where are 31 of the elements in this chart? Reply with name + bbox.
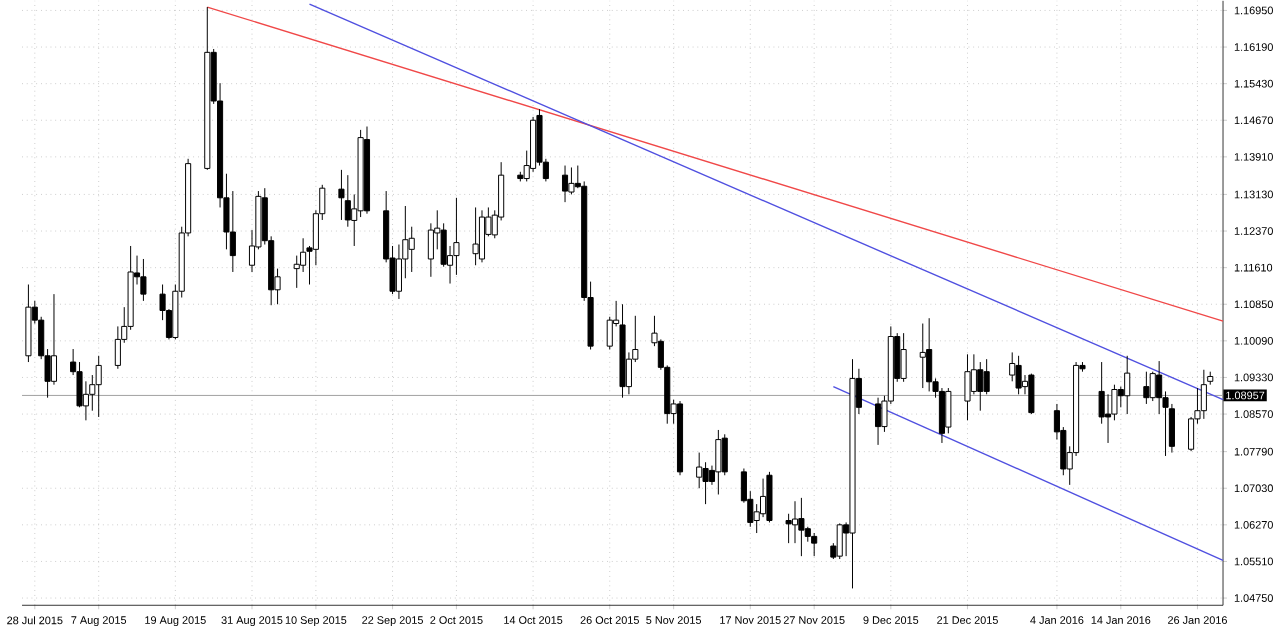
candlestick bbox=[338, 169, 345, 221]
candlestick bbox=[766, 471, 773, 523]
candlestick bbox=[702, 461, 709, 505]
candlestick bbox=[1124, 354, 1131, 415]
candlestick bbox=[1200, 368, 1207, 420]
candlestick bbox=[791, 500, 799, 544]
candlestick bbox=[983, 358, 990, 395]
candlestick bbox=[478, 209, 486, 263]
candlestick bbox=[50, 293, 58, 385]
candlestick bbox=[900, 332, 907, 382]
candlestick bbox=[977, 361, 984, 411]
candlestick bbox=[926, 317, 933, 392]
candlestick bbox=[811, 532, 818, 557]
candlestick bbox=[836, 522, 843, 560]
candlestick bbox=[453, 196, 460, 276]
candlestick bbox=[472, 206, 479, 266]
candlestick bbox=[568, 166, 575, 195]
candlestick bbox=[798, 497, 805, 557]
candlestick bbox=[1015, 354, 1022, 395]
candlestick bbox=[1028, 372, 1035, 415]
candlestick bbox=[945, 387, 952, 434]
candlestick bbox=[715, 429, 722, 495]
candlestick bbox=[919, 322, 926, 389]
candlestick bbox=[1104, 393, 1112, 444]
candlestick bbox=[140, 258, 147, 302]
candlestick bbox=[1143, 370, 1150, 405]
candlestick bbox=[561, 164, 569, 203]
candlestick bbox=[95, 354, 102, 418]
candlestick bbox=[964, 353, 971, 421]
candlestick bbox=[785, 512, 792, 544]
candlestick bbox=[875, 396, 882, 446]
